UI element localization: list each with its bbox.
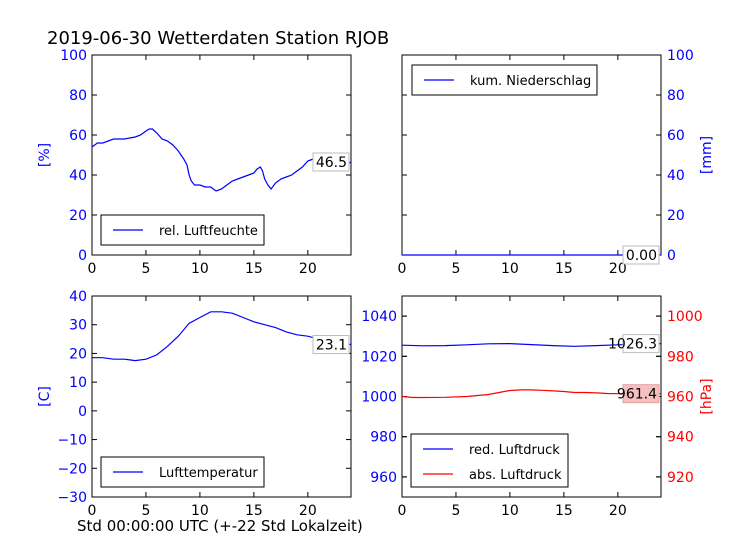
x-tick-label: 0 bbox=[88, 261, 97, 277]
y-tick-label-right: 0 bbox=[667, 248, 676, 264]
y-tick-label: 20 bbox=[69, 208, 87, 224]
series-line-lufttemperatur bbox=[92, 311, 352, 362]
value-label-left: 1026.3 bbox=[608, 337, 657, 353]
legend-label: rel. Luftfeuchte bbox=[159, 224, 258, 239]
y-axis-label: [C] bbox=[37, 386, 53, 407]
x-tick-label: 20 bbox=[609, 503, 627, 519]
x-tick-label: 5 bbox=[451, 503, 460, 519]
y-tick-label: −10 bbox=[57, 433, 87, 449]
y-tick-label: −30 bbox=[57, 490, 87, 506]
x-tick-label: 20 bbox=[299, 503, 317, 519]
y-tick-label-right: 1000 bbox=[667, 309, 703, 325]
y-tick-label: 980 bbox=[370, 430, 397, 446]
chart-pressure: 0 5 10 15 20 960 980 1000 1020 1040 920 940 960 980 10… bbox=[361, 295, 715, 519]
value-label-left-box bbox=[622, 334, 660, 354]
series-line-abs-luftdruck bbox=[401, 389, 662, 399]
legend-label: Lufttemperatur bbox=[159, 466, 258, 481]
y-axis-label: [%] bbox=[37, 143, 53, 167]
chart-temperature: 0 5 10 15 20 −30 −20 −10 0 10 20 30 40 [C] Lufttempera… bbox=[37, 289, 352, 519]
x-tick-label: 15 bbox=[555, 261, 573, 277]
x-tick-label: 15 bbox=[555, 503, 573, 519]
figure-title: 2019-06-30 Wetterdaten Station RJOB bbox=[47, 28, 389, 49]
series-line-red-luftdruck bbox=[401, 342, 662, 347]
y-tick-label: 0 bbox=[78, 248, 87, 264]
y-tick-label-right: 20 bbox=[667, 208, 685, 224]
x-tick-label: 20 bbox=[609, 261, 627, 277]
y-tick-label-right: 940 bbox=[667, 430, 694, 446]
legend: Lufttemperatur bbox=[100, 456, 265, 488]
y-tick-label-right: 80 bbox=[667, 88, 685, 104]
x-tick-label: 0 bbox=[88, 503, 97, 519]
x-tick-label: 0 bbox=[398, 261, 407, 277]
x-tick-label: 0 bbox=[398, 503, 407, 519]
y-tick-label: 20 bbox=[69, 346, 87, 362]
legend-box bbox=[410, 433, 569, 488]
y-tick-label: 40 bbox=[69, 289, 87, 305]
y-tick-label-right: 40 bbox=[667, 168, 685, 184]
chart-precipitation: 0 5 10 15 20 0 20 40 60 80 100 [mm] kum. Niederschla… bbox=[398, 48, 715, 277]
x-tick-label: 10 bbox=[191, 261, 209, 277]
y-tick-label-right: 100 bbox=[667, 48, 694, 64]
y-tick-label: 30 bbox=[69, 318, 87, 334]
plot-frame bbox=[91, 54, 352, 256]
series-line-rel-luftfeuchte bbox=[91, 128, 352, 192]
value-label: 46.5 bbox=[316, 155, 347, 171]
value-label: 0.00 bbox=[626, 248, 657, 264]
x-tick-label: 15 bbox=[245, 261, 263, 277]
x-tick-label: 15 bbox=[245, 503, 263, 519]
x-tick-label: 5 bbox=[451, 261, 460, 277]
y-tick-label: 100 bbox=[60, 48, 87, 64]
x-tick-label: 10 bbox=[501, 261, 519, 277]
legend: red. Luftdruck abs. Luftdruck bbox=[410, 433, 569, 488]
y-tick-label-right: 920 bbox=[667, 470, 694, 486]
x-tick-label: 10 bbox=[191, 503, 209, 519]
y-axis-label: [mm] bbox=[699, 136, 715, 174]
value-label-right-box bbox=[622, 384, 660, 404]
value-label: 23.1 bbox=[316, 338, 347, 354]
x-tick-label: 5 bbox=[141, 261, 150, 277]
y-tick-label: 1040 bbox=[361, 309, 397, 325]
y-tick-label-right: 980 bbox=[667, 349, 694, 365]
legend-label: red. Luftdruck bbox=[469, 443, 560, 458]
y-tick-label: 60 bbox=[69, 128, 87, 144]
x-tick-label: 10 bbox=[501, 503, 519, 519]
x-tick-label: 5 bbox=[141, 503, 150, 519]
y-axis-label: [hPa] bbox=[699, 378, 715, 414]
y-tick-label: 1020 bbox=[361, 349, 397, 365]
y-tick-label-right: 60 bbox=[667, 128, 685, 144]
y-tick-label-right: 960 bbox=[667, 390, 694, 406]
y-tick-label: 40 bbox=[69, 168, 87, 184]
figure-xlabel: Std 00:00:00 UTC (+-22 Std Lokalzeit) bbox=[77, 517, 363, 535]
value-label-box bbox=[312, 335, 350, 355]
value-label-right: 961.4 bbox=[617, 387, 657, 403]
x-tick-label: 20 bbox=[299, 261, 317, 277]
value-label-box bbox=[622, 245, 660, 265]
legend-label: abs. Luftdruck bbox=[469, 468, 562, 483]
legend: kum. Niederschlag bbox=[411, 64, 598, 96]
chart-humidity: 0 5 10 15 20 0 20 40 60 80 100 [%] rel. Luftfeuchte 4… bbox=[37, 48, 352, 277]
y-tick-label: −20 bbox=[57, 461, 87, 477]
y-tick-label: 10 bbox=[69, 375, 87, 391]
legend-label: kum. Niederschlag bbox=[470, 74, 591, 89]
y-tick-label: 0 bbox=[78, 404, 87, 420]
y-tick-label: 1000 bbox=[361, 390, 397, 406]
legend: rel. Luftfeuchte bbox=[100, 214, 265, 246]
y-tick-label: 80 bbox=[69, 88, 87, 104]
plot-frame bbox=[91, 295, 352, 498]
value-label-box bbox=[312, 152, 350, 172]
y-tick-label: 960 bbox=[370, 470, 397, 486]
